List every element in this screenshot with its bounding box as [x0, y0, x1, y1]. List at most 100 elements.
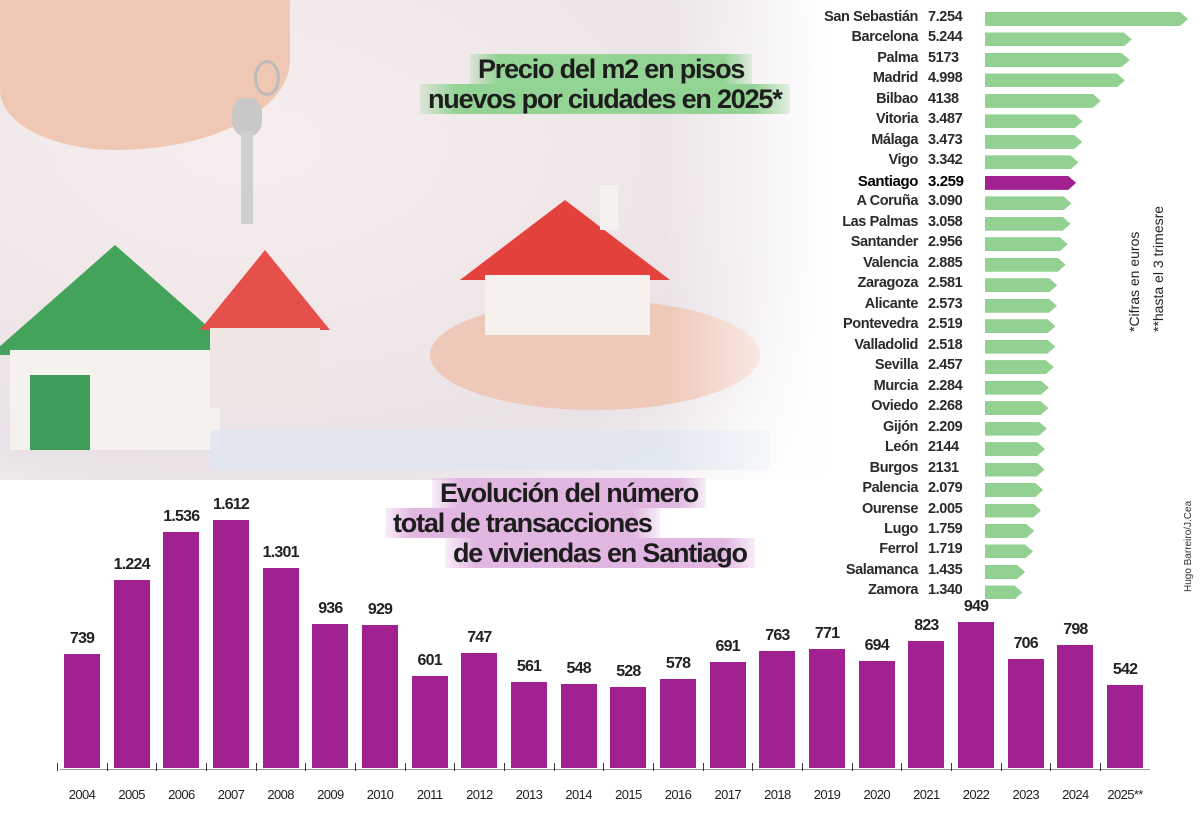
- city-value-label: 3.473: [928, 131, 963, 148]
- city-value-label: 2.519: [928, 316, 963, 333]
- city-row: Pontevedra 2.519: [800, 316, 1200, 336]
- year-value-label: 691: [715, 637, 741, 655]
- city-name: Alicante: [864, 295, 919, 312]
- city-value-label: 2.268: [928, 398, 963, 415]
- city-bar: [985, 299, 1057, 313]
- city-row: A Coruña 3.090: [800, 193, 1200, 213]
- city-bar: [985, 319, 1055, 333]
- x-axis-tick: [851, 763, 853, 771]
- city-value-label: 3.487: [928, 111, 963, 128]
- title-line: nuevos por ciudades en 2025*: [420, 84, 790, 114]
- title-line: Precio del m2 en pisos: [470, 54, 753, 84]
- city-bar: [985, 73, 1125, 87]
- x-axis-tick: [57, 763, 58, 771]
- year-value-label: 929: [367, 601, 393, 619]
- city-row: Bilbao 4138: [800, 91, 1200, 111]
- city-bar: [985, 483, 1043, 497]
- year-tick-label: 2023: [1012, 787, 1039, 802]
- note-period: **hasta el 3 trimesre: [1150, 205, 1166, 332]
- city-value-label: 4138: [928, 90, 959, 107]
- year-value-label: 1.224: [113, 555, 151, 573]
- city-row: Ourense 2.005: [800, 501, 1200, 521]
- year-value-label: 823: [914, 617, 939, 635]
- city-row: Palencia 2.079: [800, 480, 1200, 500]
- city-value-label: 3.058: [928, 213, 963, 230]
- city-bar: [985, 422, 1047, 436]
- year-bar: [511, 681, 548, 768]
- city-name: San Sebastián: [824, 9, 918, 25]
- year-bar: [809, 649, 846, 768]
- city-name: Lugo: [884, 521, 918, 537]
- city-row: Zaragoza 2.581: [800, 275, 1200, 295]
- clipboard-icon: [210, 430, 770, 470]
- city-name: Barcelona: [851, 29, 918, 46]
- city-row: Alicante 2.573: [800, 296, 1200, 316]
- year-tick-label: 2005: [118, 787, 145, 802]
- city-name: Valencia: [863, 254, 918, 271]
- year-value-label: 528: [616, 662, 641, 680]
- x-axis-tick: [1100, 763, 1102, 771]
- city-value-label: 2.581: [928, 275, 963, 292]
- city-name: León: [884, 439, 918, 456]
- title-line: total de transacciones: [385, 508, 660, 538]
- city-value-label: 2.956: [928, 234, 963, 251]
- year-tick-label: 2014: [565, 787, 592, 802]
- city-row: Burgos 2131: [800, 460, 1200, 480]
- year-value-label: 548: [566, 659, 592, 677]
- city-bar: [985, 217, 1071, 231]
- city-row: Ferrol 1.719: [800, 541, 1200, 561]
- year-value-label: 578: [665, 655, 691, 673]
- city-bar: [985, 360, 1054, 374]
- x-axis-tick: [156, 763, 158, 771]
- city-bar: [985, 544, 1033, 558]
- year-tick-label: 2006: [168, 787, 195, 802]
- city-name: Palma: [877, 49, 918, 66]
- year-value-label: 949: [963, 598, 989, 615]
- city-value-label: 2.457: [928, 357, 963, 374]
- city-name: Ourense: [861, 500, 918, 517]
- city-bar: [985, 565, 1025, 579]
- city-value-label: 2131: [928, 459, 959, 476]
- year-bar: [362, 625, 399, 768]
- city-value-label: 3.259: [928, 172, 964, 190]
- year-tick-label: 2010: [366, 787, 394, 802]
- year-value-label: 771: [814, 625, 840, 643]
- key-icon: [232, 60, 280, 225]
- year-tick-label: 2012: [466, 787, 493, 802]
- city-row: Santiago 3.259: [800, 173, 1200, 193]
- city-value-label: 4.998: [928, 70, 963, 87]
- city-bar: [985, 32, 1132, 46]
- city-name: Zaragoza: [857, 275, 919, 292]
- city-bar: [985, 524, 1034, 538]
- city-row: Lugo 1.759: [800, 521, 1200, 541]
- city-value-label: 5173: [928, 49, 959, 66]
- note-currency: *Cifras en euros: [1126, 231, 1142, 332]
- city-row: Oviedo 2.268: [800, 398, 1200, 418]
- year-tick-label: 2008: [267, 787, 294, 802]
- year-value-label: 798: [1063, 621, 1088, 639]
- year-tick-label: 2009: [317, 787, 344, 802]
- city-name: Murcia: [873, 377, 919, 394]
- city-bar: [985, 278, 1057, 292]
- credit: Hugo Barreiro/J.Cea: [1183, 500, 1194, 592]
- city-value-label: 5.244: [928, 29, 963, 46]
- year-value-label: 1.612: [212, 496, 250, 513]
- year-bar: [610, 686, 647, 768]
- city-value-label: 2144: [928, 439, 959, 456]
- year-bar: [461, 653, 498, 768]
- city-value-label: 2.518: [928, 336, 963, 353]
- city-row: Zamora 1.340: [800, 582, 1200, 602]
- city-value-label: 1.435: [928, 561, 963, 578]
- city-name: Gijón: [882, 418, 918, 435]
- city-bar: [985, 135, 1082, 149]
- city-name: A Coruña: [856, 193, 918, 210]
- year-value-label: 542: [1112, 660, 1138, 678]
- year-bar: [908, 641, 945, 768]
- city-bar: [985, 504, 1041, 518]
- city-row: Murcia 2.284: [800, 378, 1200, 398]
- year-tick-label: 2015: [615, 787, 642, 802]
- year-bar: [560, 683, 597, 768]
- year-bar: [1107, 684, 1144, 768]
- city-value-label: 1.340: [928, 582, 963, 599]
- year-tick-label: 2004: [68, 787, 96, 802]
